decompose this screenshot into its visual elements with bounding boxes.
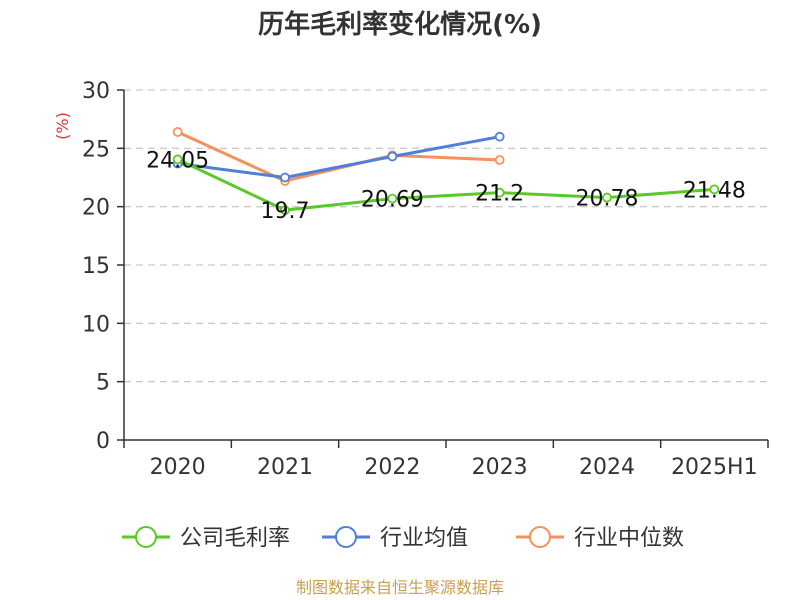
legend-swatch-marker	[135, 526, 157, 548]
data-point[interactable]	[387, 193, 398, 204]
y-tick-label: 15	[82, 254, 110, 279]
x-tick-label: 2022	[364, 455, 420, 480]
y-tick-label: 10	[82, 312, 110, 337]
axes: 0 5 10 15 20 25 30 2020 2021 2022 2023 2024 2025H1	[82, 79, 769, 480]
data-label: 21.48	[683, 178, 746, 203]
legend-item-2[interactable]: 行业中位数	[516, 526, 684, 551]
source-note: 制图数据来自恒生聚源数据库	[296, 578, 504, 597]
x-tick-label: 2020	[150, 455, 206, 480]
legend-label: 公司毛利率	[180, 526, 290, 551]
data-label: 19.7	[261, 199, 310, 224]
data-labels: 24.05 19.7 20.69 21.2 20.78 21.48	[146, 148, 746, 224]
data-point[interactable]	[172, 127, 183, 137]
data-label: 21.2	[475, 182, 524, 207]
series-line	[177, 135, 500, 179]
y-tick-label: 20	[82, 196, 110, 221]
chart-title: 历年毛利率变化情况(%)	[258, 9, 542, 40]
data-point[interactable]	[280, 172, 290, 183]
data-point[interactable]	[494, 187, 505, 198]
series-0	[172, 154, 720, 216]
series-line	[177, 130, 500, 183]
y-tick-label: 0	[96, 429, 110, 454]
data-label: 20.78	[576, 187, 639, 212]
y-axis-unit-label: (%)	[53, 112, 72, 140]
legend-item-1[interactable]: 行业均值	[322, 526, 468, 551]
x-tick-label: 2025H1	[671, 455, 758, 480]
data-label: 24.05	[146, 148, 209, 173]
legend-swatch-marker	[529, 526, 551, 548]
data-label: 20.69	[361, 188, 424, 213]
y-tick-label: 5	[96, 371, 110, 396]
x-tick-label: 2023	[472, 455, 528, 480]
series-2	[172, 127, 505, 186]
data-point[interactable]	[494, 155, 505, 165]
data-point[interactable]	[280, 205, 290, 216]
data-point[interactable]	[709, 184, 720, 195]
legend-swatch-marker	[335, 526, 357, 548]
legend-label: 行业均值	[380, 526, 468, 551]
series-line	[177, 158, 715, 212]
legend: 公司毛利率 行业均值 行业中位数	[122, 526, 684, 551]
x-tick-label: 2021	[257, 455, 313, 480]
data-point[interactable]	[172, 154, 183, 165]
y-tick-label: 30	[82, 79, 110, 104]
data-point[interactable]	[602, 192, 612, 203]
grid-lines	[124, 89, 768, 383]
data-point[interactable]	[387, 151, 398, 162]
legend-label: 行业中位数	[574, 526, 684, 551]
x-tick-label: 2024	[579, 455, 635, 480]
data-point[interactable]	[494, 131, 505, 142]
y-tick-label: 25	[82, 137, 110, 162]
series-lines	[172, 127, 720, 216]
legend-item-0[interactable]: 公司毛利率	[122, 526, 290, 551]
